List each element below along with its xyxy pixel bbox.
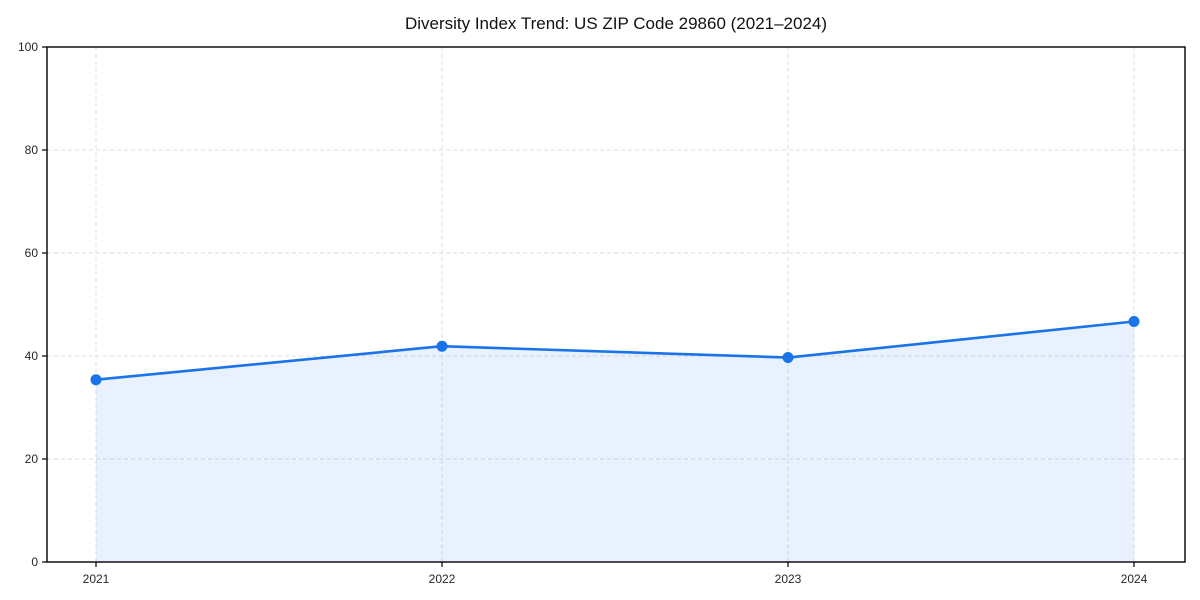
y-tick-label: 80 <box>25 143 39 157</box>
series-line <box>94 320 1136 381</box>
series-area <box>96 321 1134 562</box>
data-point-marker <box>90 374 102 386</box>
gridlines <box>47 47 1185 562</box>
trend-line <box>94 320 1136 381</box>
y-tick-label: 40 <box>25 349 39 363</box>
plot-spines <box>46 46 1186 563</box>
x-tick-label: 2021 <box>83 572 110 586</box>
plot-border <box>46 46 1186 563</box>
data-point-marker <box>436 340 448 352</box>
y-tick-label: 20 <box>25 452 39 466</box>
data-point-marker <box>782 352 794 364</box>
data-points <box>90 315 1140 386</box>
y-tick-label: 60 <box>25 246 39 260</box>
y-tick-label: 100 <box>18 40 38 54</box>
x-tick-label: 2023 <box>775 572 802 586</box>
axis-ticks <box>42 46 1135 567</box>
x-tick-labels: 2021 2022 2023 2024 <box>83 572 1148 586</box>
x-tick-label: 2022 <box>429 572 456 586</box>
chart-title: Diversity Index Trend: US ZIP Code 29860… <box>405 14 827 33</box>
x-tick-label: 2024 <box>1121 572 1148 586</box>
area-fill <box>96 321 1134 562</box>
data-point-marker <box>1128 315 1140 327</box>
y-tick-label: 0 <box>31 555 38 569</box>
y-tick-labels: 0 20 40 60 80 100 <box>18 40 38 569</box>
